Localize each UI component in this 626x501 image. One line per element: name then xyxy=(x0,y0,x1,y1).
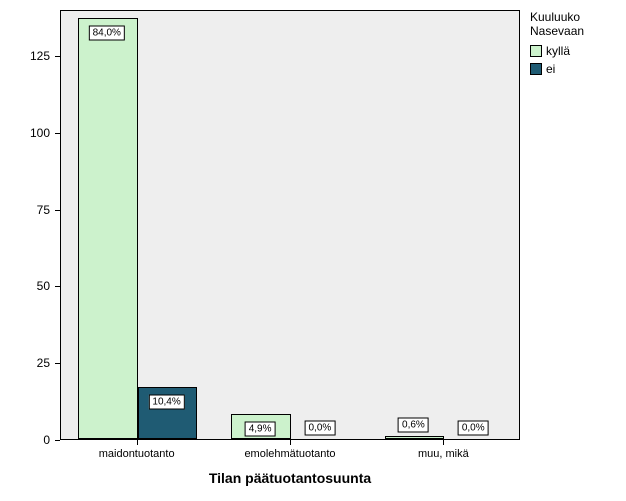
y-tick-label: 125 xyxy=(0,49,50,63)
legend-item-label: kyllä xyxy=(546,44,570,58)
y-tick-mark xyxy=(55,56,60,57)
x-axis-title: Tilan päätuotantosuunta xyxy=(209,470,371,486)
bar-value-label: 10,4% xyxy=(148,394,184,409)
y-tick-label: 0 xyxy=(0,433,50,447)
x-category-label: maidontuotanto xyxy=(99,448,175,460)
chart-container: 0 25 50 75 100 125 maidontuotanto 84,0% 10,4% emo… xyxy=(0,0,626,501)
y-tick-mark xyxy=(55,440,60,441)
y-tick-mark xyxy=(55,363,60,364)
legend-swatch xyxy=(530,63,542,75)
x-tick-mark xyxy=(137,440,138,445)
bar-value-label: 0,0% xyxy=(458,421,489,436)
legend-item: ei xyxy=(530,62,555,76)
legend-title: Kuuluuko Nasevaan xyxy=(530,10,584,38)
legend-item-label: ei xyxy=(546,62,555,76)
y-tick-label: 100 xyxy=(0,126,50,140)
y-tick-label: 50 xyxy=(0,279,50,293)
bar xyxy=(385,436,445,439)
bar-value-label: 84,0% xyxy=(89,26,125,41)
x-category-label: emolehmätuotanto xyxy=(244,448,335,460)
legend-item: kyllä xyxy=(530,44,570,58)
y-tick-mark xyxy=(55,133,60,134)
legend-swatch xyxy=(530,45,542,57)
y-tick-mark xyxy=(55,210,60,211)
bar-value-label: 0,0% xyxy=(304,421,335,436)
y-tick-label: 25 xyxy=(0,356,50,370)
y-tick-mark xyxy=(55,286,60,287)
x-tick-mark xyxy=(443,440,444,445)
bar xyxy=(78,18,138,439)
plot-inner xyxy=(61,11,519,439)
bar-value-label: 0,6% xyxy=(398,417,429,432)
x-category-label: muu, mikä xyxy=(418,448,469,460)
y-tick-label: 75 xyxy=(0,203,50,217)
bar-value-label: 4,9% xyxy=(245,422,276,437)
x-tick-mark xyxy=(290,440,291,445)
plot-area xyxy=(60,10,520,440)
